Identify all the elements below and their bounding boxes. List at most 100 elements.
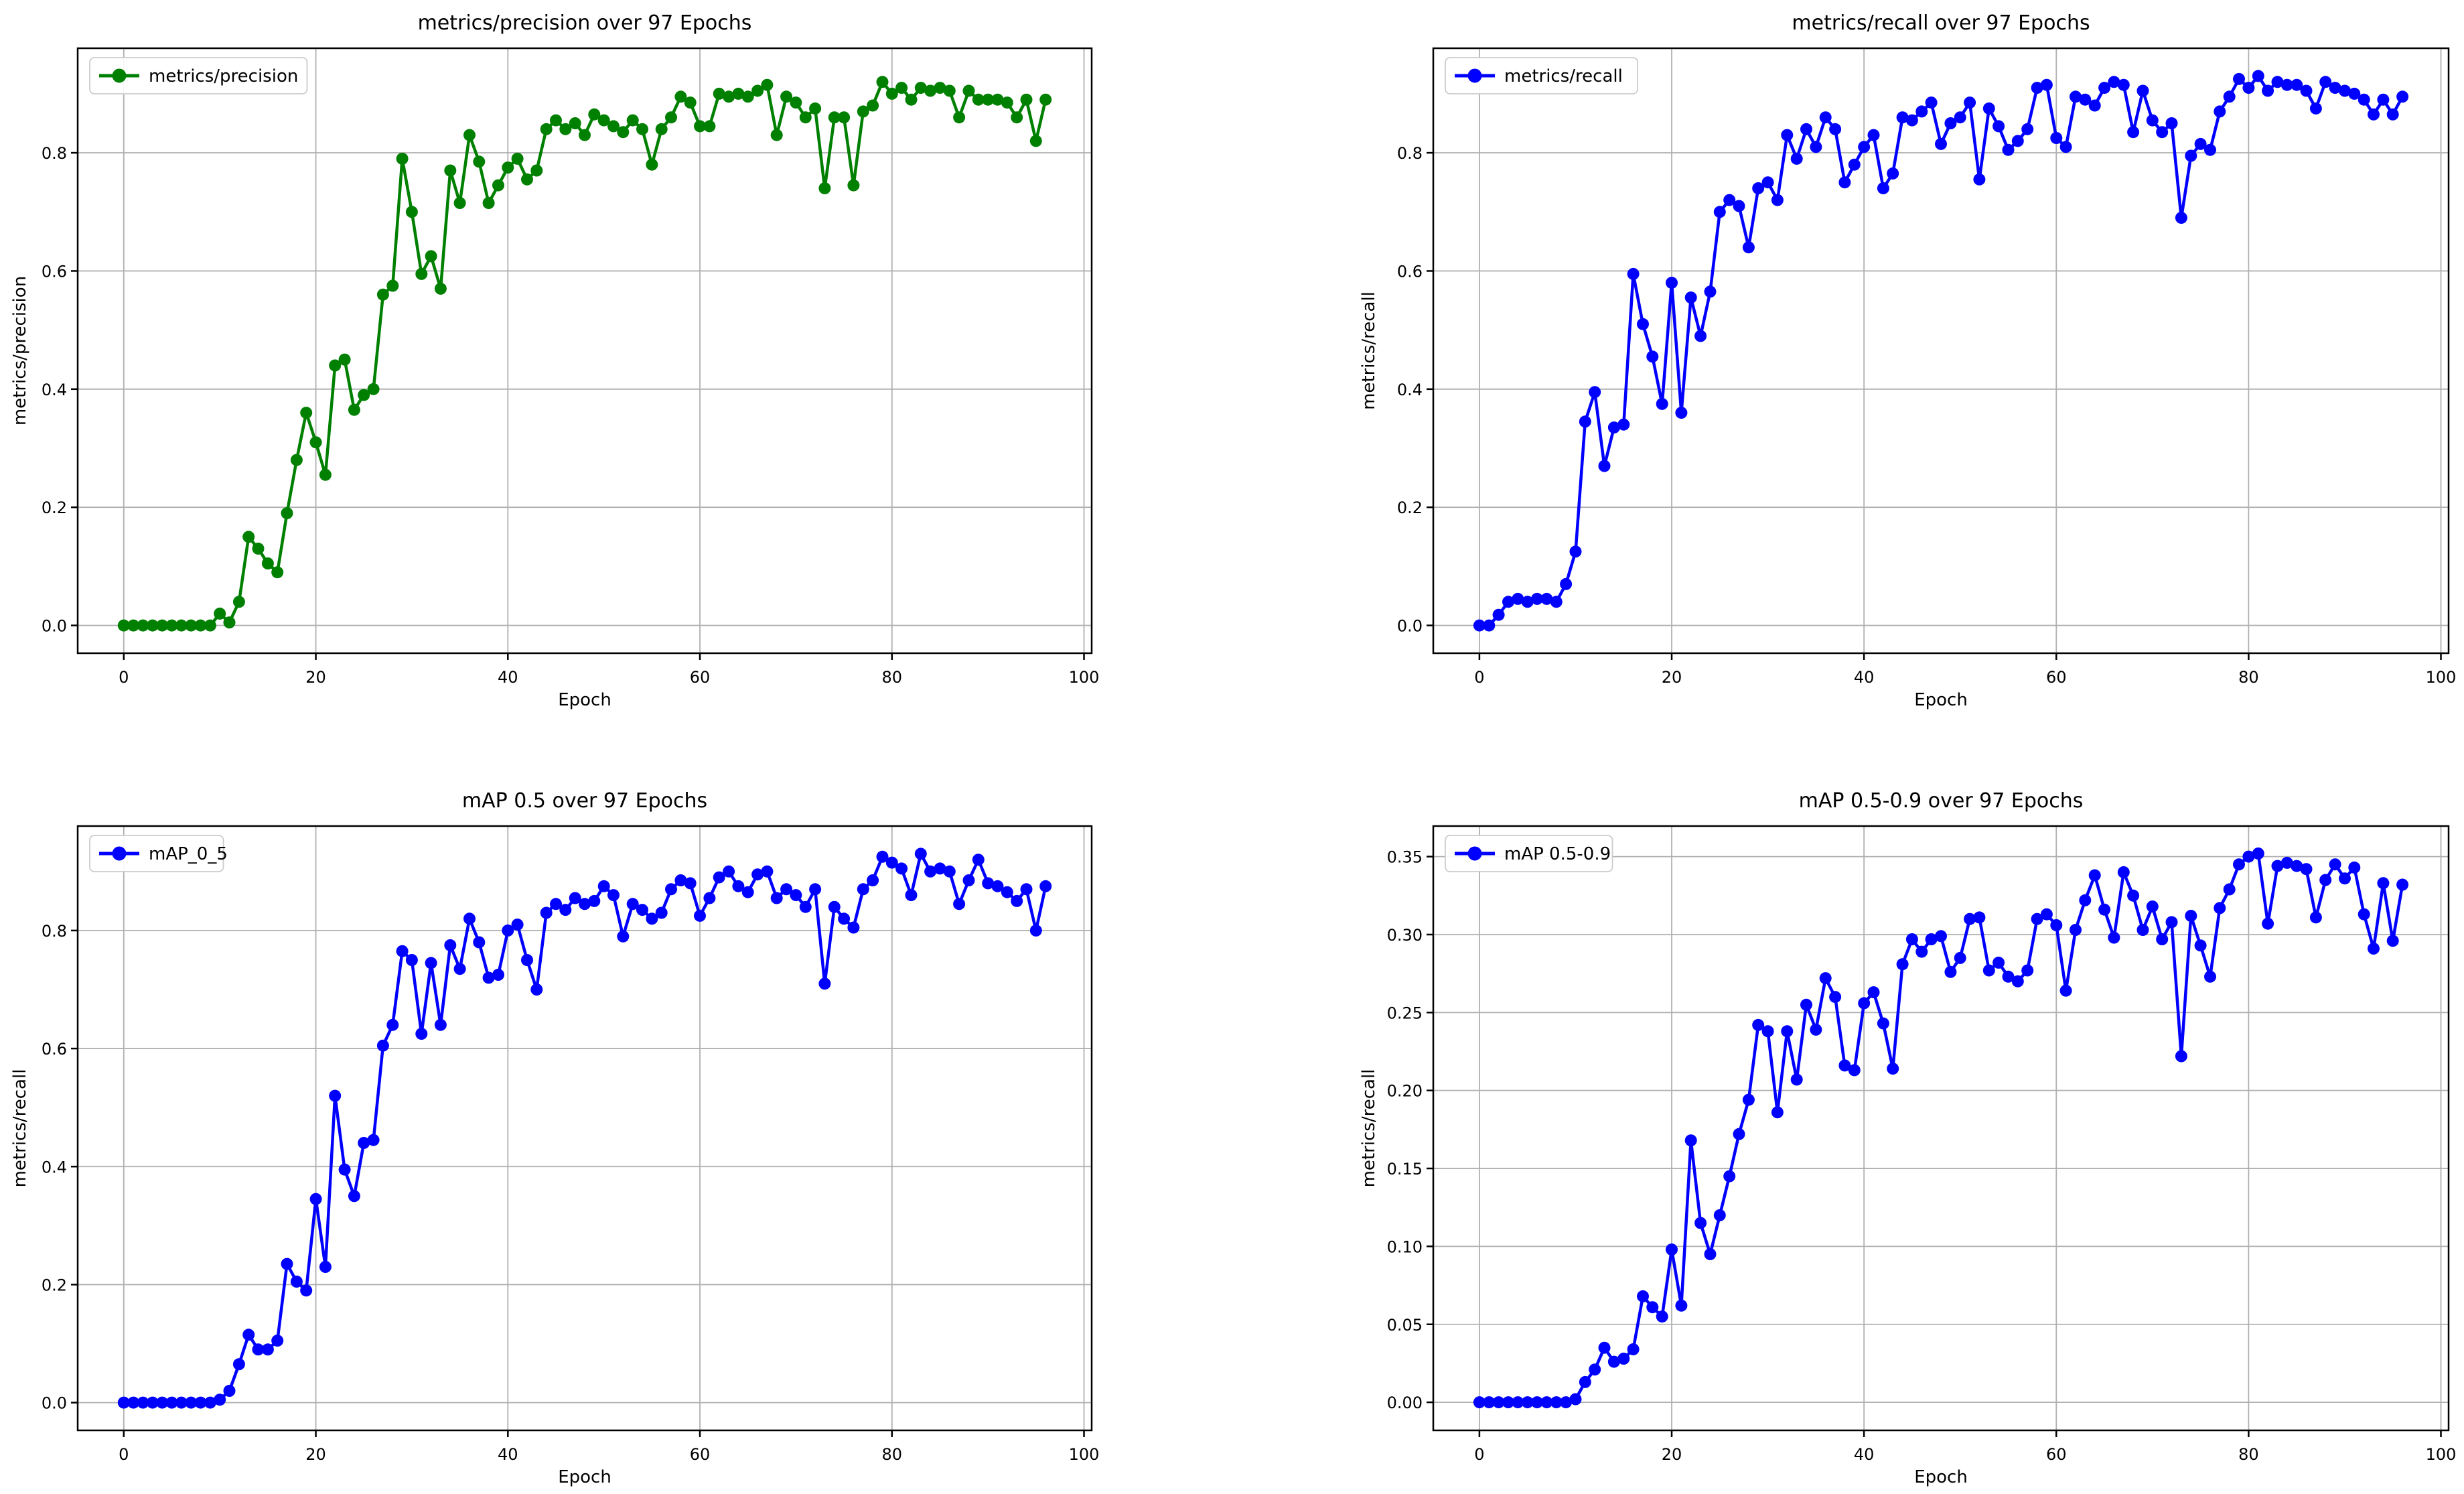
data-point bbox=[1656, 1310, 1668, 1323]
data-point bbox=[1531, 1396, 1543, 1409]
data-point bbox=[2165, 916, 2178, 929]
data-point bbox=[1627, 267, 1640, 280]
data-point bbox=[579, 898, 591, 910]
data-point bbox=[338, 1163, 351, 1176]
data-point bbox=[1781, 129, 1794, 141]
data-point bbox=[204, 619, 216, 632]
data-point bbox=[569, 117, 581, 129]
data-point bbox=[540, 906, 553, 919]
data-point bbox=[694, 909, 706, 922]
y-axis-label: metrics/recall bbox=[1359, 291, 1379, 410]
x-tick-label: 80 bbox=[882, 1445, 903, 1464]
data-point bbox=[1694, 1217, 1707, 1229]
data-point bbox=[2146, 900, 2159, 913]
data-point bbox=[924, 84, 937, 97]
data-point bbox=[1733, 1128, 1745, 1140]
y-tick-label: 0.6 bbox=[42, 1040, 67, 1059]
data-point bbox=[838, 912, 851, 925]
data-point bbox=[597, 880, 610, 892]
data-point bbox=[1675, 1299, 1688, 1312]
data-point bbox=[1704, 285, 1717, 298]
data-point bbox=[799, 900, 812, 913]
data-point bbox=[1935, 137, 1947, 150]
y-axis-label: metrics/recall bbox=[10, 1069, 30, 1188]
data-point bbox=[434, 1018, 447, 1031]
data-point bbox=[579, 129, 591, 141]
data-point bbox=[885, 856, 898, 869]
data-point bbox=[1039, 880, 1052, 892]
data-point bbox=[521, 173, 533, 186]
data-point bbox=[1964, 912, 1976, 925]
data-point bbox=[319, 1261, 332, 1273]
data-point bbox=[185, 619, 198, 632]
data-point bbox=[2262, 84, 2274, 97]
data-point bbox=[473, 155, 486, 168]
data-point bbox=[943, 865, 956, 878]
data-point bbox=[2108, 76, 2120, 88]
data-point bbox=[1810, 1023, 1822, 1036]
data-point bbox=[1512, 1396, 1524, 1409]
data-point bbox=[732, 880, 745, 892]
y-tick-label: 0.4 bbox=[42, 1158, 67, 1176]
y-tick-label: 0.4 bbox=[42, 381, 67, 399]
data-point bbox=[2242, 82, 2255, 94]
data-point bbox=[1829, 123, 1842, 135]
data-point bbox=[818, 182, 831, 194]
data-point bbox=[214, 607, 226, 620]
data-point bbox=[2011, 975, 2024, 988]
data-point bbox=[2377, 877, 2390, 890]
data-point bbox=[2108, 931, 2120, 944]
data-point bbox=[1944, 117, 1957, 129]
data-point bbox=[2368, 108, 2380, 121]
data-point bbox=[1569, 545, 1582, 558]
data-point bbox=[175, 1396, 188, 1409]
data-point bbox=[1589, 386, 1601, 399]
legend-label: metrics/recall bbox=[1504, 66, 1623, 86]
data-point bbox=[1540, 592, 1553, 605]
chart-precision: 0 20 40 60 80 100 0.0 0.2 0.4 0.6 0.8 metrics/preci… bbox=[0, 0, 1232, 747]
data-point bbox=[386, 1018, 399, 1031]
x-axis: 0 20 40 60 80 100 bbox=[1474, 653, 2456, 687]
data-point bbox=[386, 279, 399, 292]
data-point bbox=[1867, 129, 1880, 141]
series-markers bbox=[117, 847, 1052, 1409]
data-point bbox=[2185, 149, 2197, 162]
data-point bbox=[1742, 1093, 1755, 1106]
y-axis: 0.0 0.2 0.4 0.6 0.8 bbox=[42, 922, 78, 1413]
data-point bbox=[723, 865, 735, 878]
data-point bbox=[2156, 126, 2169, 139]
data-point bbox=[741, 886, 754, 898]
data-point bbox=[1502, 596, 1514, 608]
data-point bbox=[694, 120, 706, 133]
data-point bbox=[607, 120, 620, 133]
data-point bbox=[2233, 858, 2245, 871]
data-point bbox=[1723, 194, 1736, 206]
data-point bbox=[358, 1137, 370, 1149]
data-point bbox=[1790, 152, 1803, 165]
data-point bbox=[885, 87, 898, 100]
y-tick-label: 0.8 bbox=[42, 144, 67, 163]
y-tick-label: 0.25 bbox=[1387, 1004, 1423, 1022]
data-point bbox=[2233, 72, 2245, 85]
x-tick-label: 0 bbox=[1474, 668, 1484, 687]
data-point bbox=[2300, 84, 2313, 97]
y-tick-label: 0.2 bbox=[42, 498, 67, 517]
chart-map-0-5-0-9: 0 20 40 60 80 100 0.00 0.05 0.10 0.15 0.20 0.25 0.30… bbox=[1232, 747, 2464, 1494]
data-point bbox=[1637, 1290, 1649, 1302]
y-tick-label: 0.0 bbox=[42, 617, 67, 636]
data-point bbox=[588, 108, 601, 121]
data-point bbox=[1020, 93, 1033, 106]
x-tick-label: 0 bbox=[119, 1445, 129, 1464]
data-point bbox=[703, 120, 716, 133]
data-point bbox=[1560, 578, 1573, 590]
data-point bbox=[1579, 415, 1591, 428]
data-point bbox=[2339, 872, 2351, 885]
data-point bbox=[1001, 96, 1013, 109]
data-point bbox=[530, 164, 543, 177]
data-point bbox=[828, 111, 841, 124]
data-point bbox=[2368, 942, 2380, 955]
data-point bbox=[1684, 291, 1697, 304]
data-point bbox=[2031, 82, 2043, 94]
data-point bbox=[2358, 93, 2370, 106]
data-point bbox=[2175, 1050, 2187, 1063]
